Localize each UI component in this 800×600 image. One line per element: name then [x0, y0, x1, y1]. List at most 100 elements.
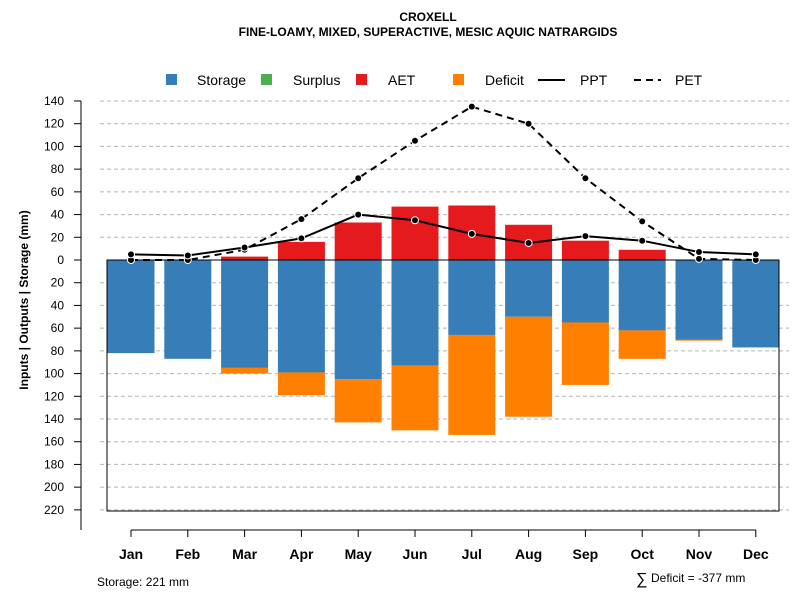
- legend-label-pet: PET: [675, 72, 703, 88]
- pet-point-jun: [411, 136, 419, 145]
- y-axis-title: Inputs | Outputs | Storage (mm): [17, 210, 31, 389]
- x-tick-label-aug: Aug: [515, 546, 542, 562]
- y-tick-label: 120: [44, 389, 64, 403]
- y-tick-label: 80: [51, 344, 65, 358]
- storage-bar-apr: [277, 260, 325, 373]
- legend-label-aet: AET: [388, 72, 416, 88]
- y-tick-label: 180: [44, 457, 64, 471]
- y-tick-label: 40: [51, 208, 65, 222]
- x-tick-label-apr: Apr: [289, 546, 314, 562]
- pet-point-nov: [695, 254, 703, 263]
- ppt-line: [130, 213, 756, 257]
- storage-bar-jan: [107, 260, 155, 354]
- pet-point-may: [354, 174, 363, 183]
- storage-bar-feb: [164, 260, 212, 359]
- legend: Storage Surplus AET Deficit PPT PET: [166, 72, 703, 88]
- y-tick-label: 20: [51, 230, 65, 244]
- aet-bar-jun: [391, 206, 439, 260]
- y-tick-label: 80: [51, 162, 65, 176]
- deficit-bar-may: [334, 379, 382, 423]
- legend-label-ppt: PPT: [580, 72, 608, 88]
- legend-swatch-storage: [166, 74, 177, 85]
- storage-bar-may: [334, 260, 382, 380]
- x-tick-label-jun: Jun: [403, 546, 428, 562]
- pet-point-aug: [524, 119, 533, 128]
- pet-point-oct: [638, 217, 647, 226]
- pet-point-apr: [297, 215, 306, 224]
- x-tick-label-nov: Nov: [686, 546, 713, 562]
- y-tick-label: 0: [57, 253, 64, 267]
- legend-swatch-surplus: [261, 74, 272, 85]
- y-tick-label: 100: [44, 139, 64, 153]
- storage-bar-sep: [561, 260, 609, 323]
- storage-note: Storage: 221 mm: [97, 575, 189, 589]
- deficit-bar-nov: [675, 339, 723, 341]
- ppt-point-nov: [695, 248, 703, 257]
- aet-bar-apr: [277, 241, 325, 260]
- legend-label-surplus: Surplus: [293, 72, 340, 88]
- y-tick-label: 220: [44, 503, 64, 517]
- ppt-point-sep: [581, 232, 590, 241]
- sum-symbol: ∑: [636, 571, 647, 588]
- ppt-point-feb: [183, 251, 192, 260]
- storage-bar-oct: [618, 260, 666, 331]
- ppt-point-dec: [751, 250, 760, 259]
- deficit-bar-oct: [618, 330, 666, 359]
- legend-label-deficit: Deficit: [485, 72, 524, 88]
- gridlines: [100, 100, 789, 511]
- deficit-bar-sep: [561, 322, 609, 385]
- x-axis: Jan Feb Mar Apr May Jun Jul Aug Sep Oct Nov Dec: [119, 529, 769, 562]
- x-tick-label-sep: Sep: [573, 546, 599, 562]
- aet-bar-oct: [618, 249, 666, 260]
- ppt-point-may: [354, 210, 363, 219]
- deficit-bar-jul: [448, 334, 496, 435]
- bars: [107, 205, 780, 435]
- y-tick-label: 40: [51, 298, 65, 312]
- storage-bar-nov: [675, 260, 723, 340]
- ppt-point-oct: [638, 236, 647, 245]
- chart-subtitle: FINE-LOAMY, MIXED, SUPERACTIVE, MESIC AQ…: [239, 25, 618, 39]
- deficit-bar-jun: [391, 365, 439, 431]
- ppt-point-aug: [524, 238, 533, 247]
- y-tick-label: 200: [44, 480, 64, 494]
- flux-lines: [127, 102, 760, 264]
- storage-bar-jul: [448, 260, 496, 335]
- deficit-bar-aug: [505, 316, 553, 417]
- chart-title: CROXELL: [399, 10, 456, 24]
- y-tick-label: 120: [44, 117, 64, 131]
- x-tick-label-feb: Feb: [175, 546, 200, 562]
- y-tick-label: 160: [44, 435, 64, 449]
- ppt-point-jun: [411, 216, 419, 225]
- legend-swatch-deficit: [453, 74, 464, 85]
- pet-point-jul: [467, 102, 476, 111]
- x-tick-label-oct: Oct: [631, 546, 655, 562]
- y-axis: 1401201008060402002040608010012014016018…: [44, 94, 82, 530]
- storage-capacity-frame: [106, 259, 780, 512]
- pet-point-sep: [581, 174, 590, 183]
- aet-bar-may: [334, 222, 382, 260]
- storage-bar-dec: [732, 260, 780, 348]
- aet-bar-sep: [561, 240, 609, 260]
- deficit-bar-apr: [277, 372, 325, 396]
- x-tick-label-may: May: [345, 546, 372, 562]
- y-tick-label: 60: [51, 185, 65, 199]
- deficit-note: Deficit = -377 mm: [651, 571, 745, 585]
- x-tick-label-mar: Mar: [232, 546, 257, 562]
- storage-bar-mar: [221, 260, 269, 368]
- legend-label-storage: Storage: [197, 72, 246, 88]
- aet-bar-mar: [221, 256, 269, 260]
- x-tick-label-jan: Jan: [119, 546, 143, 562]
- storage-bar-jun: [391, 260, 439, 366]
- ppt-point-jul: [467, 229, 476, 238]
- x-tick-label-jul: Jul: [462, 546, 482, 562]
- y-tick-label: 140: [44, 94, 64, 108]
- y-tick-label: 60: [51, 321, 65, 335]
- ppt-point-mar: [240, 243, 249, 252]
- pet-line: [131, 105, 756, 261]
- ppt-point-jan: [127, 250, 135, 259]
- y-tick-label: 100: [44, 367, 64, 381]
- y-tick-label: 20: [51, 276, 65, 290]
- ppt-point-apr: [297, 234, 306, 243]
- storage-bar-aug: [505, 260, 553, 317]
